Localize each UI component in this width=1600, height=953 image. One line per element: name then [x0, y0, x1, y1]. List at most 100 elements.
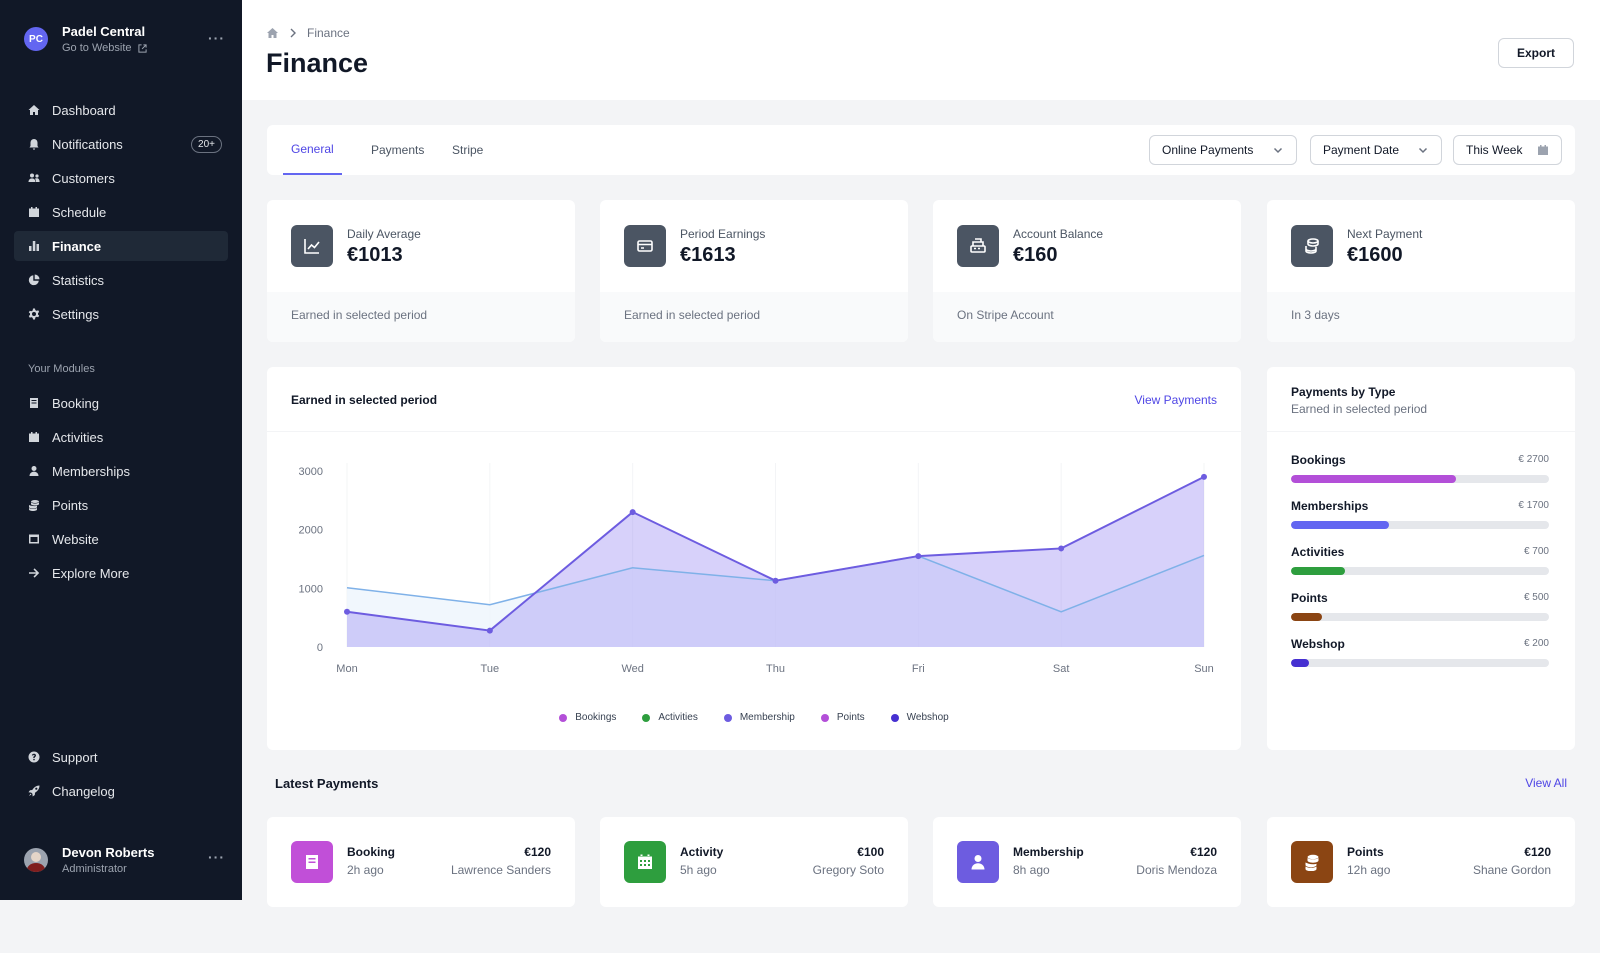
payment-type-name: Webshop: [1291, 637, 1345, 651]
stat-note: In 3 days: [1267, 292, 1575, 342]
legend-dot: [559, 713, 568, 722]
data-point: [772, 577, 779, 584]
calendar-icon: [29, 432, 39, 442]
org-name: Padel Central: [62, 24, 146, 39]
legend-item[interactable]: Bookings: [559, 712, 616, 723]
nav-item-changelog[interactable]: Changelog: [14, 776, 228, 806]
payment-card-membership[interactable]: Membership 8h ago €120 Doris Mendoza: [933, 817, 1241, 907]
footer-nav: Support Changelog: [14, 742, 228, 810]
nav-item-settings[interactable]: Settings: [14, 299, 228, 329]
payment-time: 8h ago: [1013, 863, 1050, 877]
x-tick-label: Mon: [336, 663, 357, 675]
breadcrumb-current: Finance: [307, 26, 350, 40]
x-tick-label: Fri: [912, 663, 925, 675]
nav-item-dashboard[interactable]: Dashboard: [14, 95, 228, 125]
stat-card-daily-average: Daily Average €1013 Earned in selected p…: [267, 200, 575, 342]
home-icon[interactable]: [266, 27, 279, 39]
nav-item-points[interactable]: Points: [14, 490, 228, 520]
legend-label: Points: [836, 712, 865, 723]
payment-type: Booking: [347, 845, 395, 859]
payment-amount: €120: [524, 845, 551, 859]
credit-card-icon: [624, 225, 666, 267]
nav-item-schedule[interactable]: Schedule: [14, 197, 228, 227]
legend-item[interactable]: Membership: [723, 712, 795, 723]
legend-item[interactable]: Webshop: [890, 712, 949, 723]
progress-fill: [1291, 659, 1310, 667]
tabs-bar: General Payments Stripe Online Payments …: [267, 125, 1575, 175]
nav-item-finance[interactable]: Finance: [14, 231, 228, 261]
x-tick-label: Wed: [621, 663, 643, 675]
legend-item[interactable]: Points: [820, 712, 865, 723]
payment-amount: €120: [1190, 845, 1217, 859]
stat-value: €1013: [347, 244, 403, 266]
user-menu-icon[interactable]: ···: [208, 849, 225, 865]
chart-card-title: Earned in selected period: [291, 393, 438, 407]
tab-stripe[interactable]: Stripe: [452, 143, 484, 157]
legend-dot: [642, 713, 651, 722]
legend-label: Membership: [739, 712, 795, 723]
go-to-website-link[interactable]: Go to Website: [62, 42, 147, 54]
payment-type-select[interactable]: Online Payments: [1149, 135, 1297, 165]
view-all-link[interactable]: View All: [1525, 776, 1567, 790]
nav-item-customers[interactable]: Customers: [14, 163, 228, 193]
user-profile[interactable]: Devon Roberts Administrator: [24, 845, 224, 875]
payment-type: Points: [1347, 845, 1384, 859]
y-tick-label: 3000: [299, 466, 323, 478]
payment-card-booking[interactable]: Booking 2h ago €120 Lawrence Sanders: [267, 817, 575, 907]
org-menu-icon[interactable]: ···: [208, 30, 225, 46]
payments-by-type-subtitle: Earned in selected period: [1291, 402, 1428, 416]
pie-chart-icon: [28, 274, 40, 286]
x-tick-label: Sun: [1194, 663, 1214, 675]
nav-item-booking[interactable]: Booking: [14, 388, 228, 418]
org-logo: PC: [24, 27, 48, 51]
progress-fill: [1291, 567, 1346, 575]
chart-legend: Bookings Activities Membership Points Websho…: [267, 712, 1241, 723]
stat-note: Earned in selected period: [267, 292, 575, 342]
window-icon: [29, 534, 39, 544]
payment-customer: Gregory Soto: [812, 863, 884, 877]
avatar: [24, 848, 48, 872]
coins-icon: [1291, 225, 1333, 267]
chevron-down-icon: [1273, 147, 1283, 154]
gear-icon: [28, 308, 40, 320]
nav-item-activities[interactable]: Activities: [14, 422, 228, 452]
help-icon: [28, 751, 40, 763]
notifications-badge: 20+: [191, 135, 222, 153]
y-tick-label: 1000: [299, 583, 323, 595]
date-field-select[interactable]: Payment Date: [1310, 135, 1442, 165]
stat-label: Account Balance: [1013, 227, 1104, 241]
nav-item-explore-more[interactable]: Explore More: [14, 558, 228, 588]
tab-payments[interactable]: Payments: [371, 143, 425, 157]
divider: [1267, 431, 1575, 432]
payment-card-points[interactable]: Points 12h ago €120 Shane Gordon: [1267, 817, 1575, 907]
chevron-down-icon: [1418, 147, 1428, 154]
legend-item[interactable]: Activities: [642, 712, 698, 723]
y-tick-label: 2000: [299, 525, 323, 537]
stat-value: €1613: [680, 244, 736, 266]
nav-item-memberships[interactable]: Memberships: [14, 456, 228, 486]
org-switcher[interactable]: PC Padel Central Go to Website: [24, 24, 147, 54]
rocket-icon: [28, 785, 40, 797]
nav-item-statistics[interactable]: Statistics: [14, 265, 228, 295]
export-button[interactable]: Export: [1498, 38, 1574, 68]
stat-value: €160: [1013, 244, 1058, 266]
series-1-area: [347, 476, 1204, 647]
main-nav: Dashboard Notifications 20+ Customers Sc…: [14, 95, 228, 333]
nav-item-website[interactable]: Website: [14, 524, 228, 554]
tab-general[interactable]: General: [283, 125, 342, 175]
page-header: Finance Finance Export: [242, 0, 1600, 100]
payment-type: Membership: [1013, 845, 1084, 859]
home-icon: [28, 105, 40, 115]
view-payments-link[interactable]: View Payments: [1134, 393, 1217, 407]
user-role: Administrator: [62, 863, 127, 875]
x-tick-label: Tue: [481, 663, 500, 675]
payment-card-activity[interactable]: Activity 5h ago €100 Gregory Soto: [600, 817, 908, 907]
stat-card-account-balance: Account Balance €160 On Stripe Account: [933, 200, 1241, 342]
period-picker[interactable]: This Week: [1453, 135, 1562, 165]
nav-item-notifications[interactable]: Notifications 20+: [14, 129, 228, 159]
nav-item-support[interactable]: Support: [14, 742, 228, 772]
legend-dot: [723, 713, 732, 722]
data-point: [486, 627, 493, 634]
coins-icon: [1291, 841, 1333, 883]
page-title: Finance: [266, 48, 369, 78]
